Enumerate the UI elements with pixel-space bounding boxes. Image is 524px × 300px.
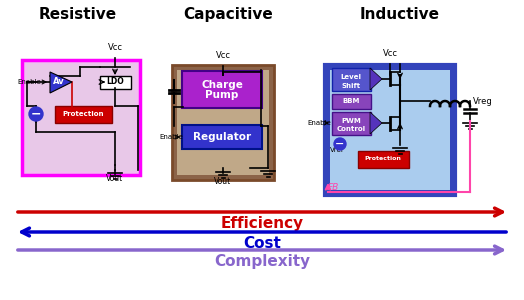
Text: Vreg: Vreg [473, 97, 493, 106]
FancyBboxPatch shape [325, 65, 455, 195]
Text: LDO: LDO [106, 77, 124, 86]
FancyBboxPatch shape [332, 68, 370, 91]
Text: Vout: Vout [214, 177, 232, 186]
Text: Cost: Cost [243, 236, 281, 251]
Text: Complexity: Complexity [214, 254, 310, 269]
Polygon shape [370, 112, 382, 134]
Text: Charge: Charge [201, 80, 243, 90]
FancyBboxPatch shape [100, 76, 130, 88]
Text: Resistive: Resistive [39, 7, 117, 22]
Text: Protection: Protection [62, 111, 104, 117]
Text: −: − [31, 107, 41, 121]
Text: Vcc: Vcc [383, 49, 398, 58]
Text: BBM: BBM [342, 98, 359, 104]
Text: Inductive: Inductive [360, 7, 440, 22]
FancyBboxPatch shape [27, 64, 135, 171]
Text: FB: FB [328, 183, 339, 192]
Text: Pump: Pump [205, 90, 239, 100]
Text: Vcc: Vcc [215, 51, 231, 60]
Polygon shape [50, 72, 72, 93]
Text: Shift: Shift [342, 83, 361, 89]
Text: Efficiency: Efficiency [221, 216, 303, 231]
Polygon shape [370, 68, 382, 90]
Text: Vcc: Vcc [107, 43, 123, 52]
FancyBboxPatch shape [172, 65, 274, 180]
Text: Level: Level [341, 74, 362, 80]
Text: Control: Control [336, 126, 366, 132]
Text: Av: Av [53, 77, 65, 86]
Text: Enable: Enable [17, 79, 41, 85]
Text: Regulator: Regulator [193, 132, 251, 142]
Circle shape [29, 107, 43, 121]
FancyBboxPatch shape [177, 70, 269, 175]
Text: Enable: Enable [159, 134, 183, 140]
FancyBboxPatch shape [332, 112, 370, 134]
Text: PWM: PWM [341, 118, 361, 124]
FancyBboxPatch shape [182, 71, 262, 108]
Text: Vout: Vout [106, 174, 124, 183]
FancyBboxPatch shape [332, 94, 370, 109]
FancyBboxPatch shape [357, 151, 409, 167]
FancyBboxPatch shape [330, 70, 450, 190]
Text: −: − [335, 139, 345, 149]
Text: Enable: Enable [307, 120, 331, 126]
FancyBboxPatch shape [54, 106, 112, 122]
Text: Capacitive: Capacitive [183, 7, 273, 22]
Text: Protection: Protection [365, 157, 401, 161]
FancyBboxPatch shape [182, 125, 262, 149]
Circle shape [334, 138, 346, 150]
Text: Vref: Vref [330, 147, 344, 153]
FancyBboxPatch shape [22, 60, 140, 175]
